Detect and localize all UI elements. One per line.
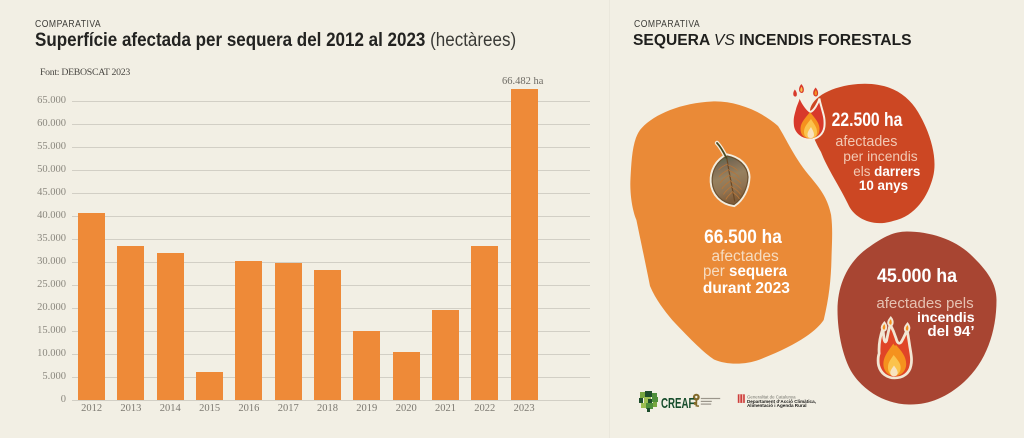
svg-text:Alimentació i Agenda Rural: Alimentació i Agenda Rural bbox=[747, 403, 807, 408]
svg-text:Generalitat de Catalunya: Generalitat de Catalunya bbox=[747, 394, 796, 399]
svg-text:Departament d’Acció Climàtica,: Departament d’Acció Climàtica, bbox=[747, 399, 816, 404]
